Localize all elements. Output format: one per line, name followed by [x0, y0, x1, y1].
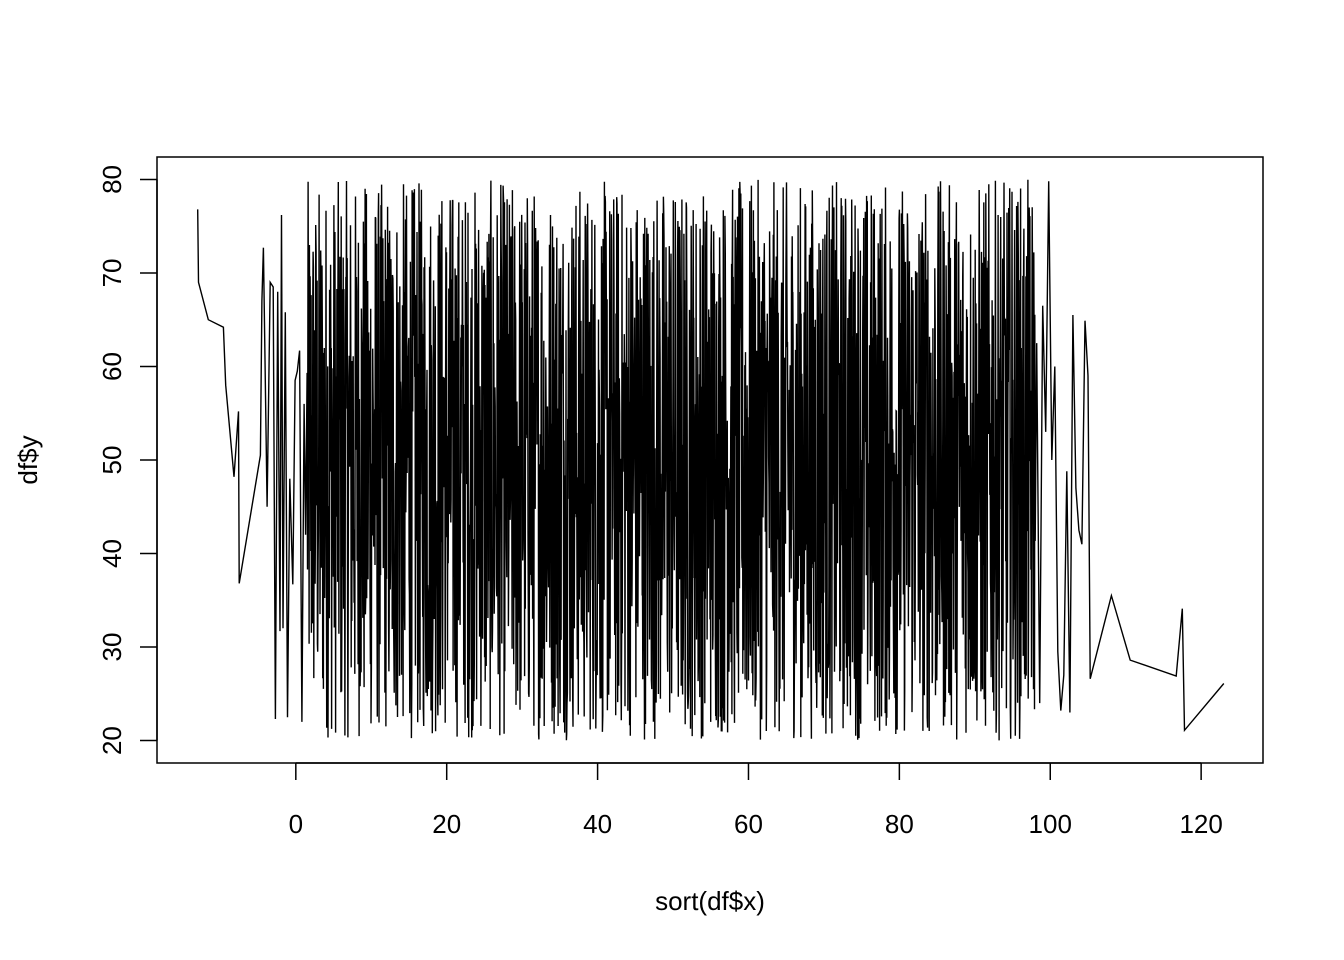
y-tick-label: 30 — [97, 633, 127, 662]
x-axis: 0 20 40 60 80 100 120 — [289, 762, 1223, 839]
x-axis-title: sort(df$x) — [655, 886, 765, 916]
x-tick-label: 20 — [432, 809, 461, 839]
x-tick-label: 40 — [583, 809, 612, 839]
y-tick-label: 80 — [97, 165, 127, 194]
x-tick-label: 80 — [885, 809, 914, 839]
x-tick-label: 0 — [289, 809, 303, 839]
y-axis: 20 30 40 50 60 70 80 — [97, 165, 158, 755]
x-tick-label: 120 — [1179, 809, 1222, 839]
y-tick-label: 20 — [97, 726, 127, 755]
y-tick-label: 60 — [97, 352, 127, 381]
x-tick-label: 100 — [1029, 809, 1072, 839]
y-tick-label: 70 — [97, 259, 127, 288]
y-tick-label: 50 — [97, 446, 127, 475]
x-tick-label: 60 — [734, 809, 763, 839]
data-layer — [197, 179, 1225, 741]
series-line — [197, 179, 1225, 741]
y-axis-title: df$y — [13, 435, 43, 484]
y-tick-label: 40 — [97, 539, 127, 568]
